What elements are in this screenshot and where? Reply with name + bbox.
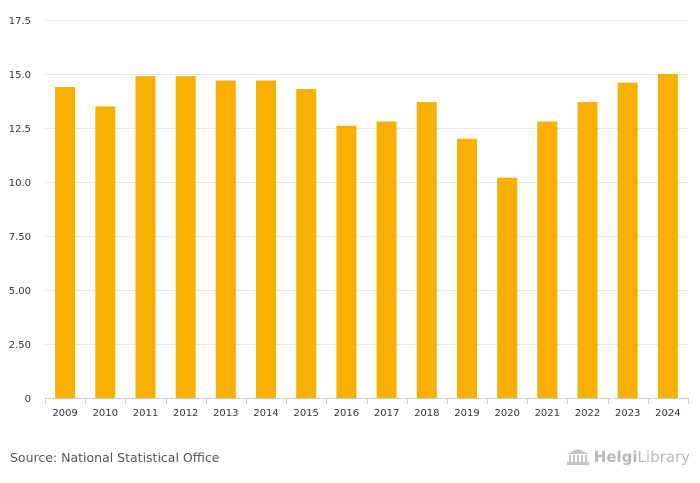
x-tick-label: 2011 (133, 408, 158, 419)
bar (617, 82, 638, 398)
source-note: Source: National Statistical Office (10, 450, 220, 465)
bar-chart: 0 2.50 5.00 7.50 10.0 12.5 15.0 17.5 2009 2010 201… (9, 16, 689, 419)
logo-text-bold: Helgi (593, 448, 638, 466)
x-tick-label: 2016 (334, 408, 359, 419)
x-tick-label: 2018 (414, 408, 439, 419)
y-tick-label: 12.5 (9, 124, 31, 135)
y-tick-label: 0 (25, 394, 31, 405)
x-tick-label: 2024 (655, 408, 680, 419)
bar (95, 106, 116, 399)
bar (175, 76, 196, 398)
library-building-icon (566, 449, 589, 465)
y-tick-label: 7.50 (9, 232, 31, 243)
x-tick-label: 2023 (615, 408, 640, 419)
bar (416, 102, 437, 398)
bar (296, 89, 317, 398)
y-tick-label: 2.50 (9, 340, 31, 351)
logo-text-regular: Library (637, 448, 690, 466)
bar (537, 121, 558, 398)
x-tick-label: 2012 (173, 408, 198, 419)
x-tick-label: 2013 (213, 408, 238, 419)
x-tick-label: 2010 (93, 408, 118, 419)
bar (336, 125, 357, 399)
y-tick-label: 5.00 (9, 286, 31, 297)
x-tick-label: 2021 (535, 408, 560, 419)
x-tick-label: 2014 (253, 408, 278, 419)
x-tick-label: 2020 (494, 408, 519, 419)
y-tick-label: 10.0 (9, 178, 31, 189)
chart-svg: 0 2.50 5.00 7.50 10.0 12.5 15.0 17.5 2009 2010 201… (9, 16, 689, 419)
x-tick-label: 2019 (454, 408, 479, 419)
bar (376, 121, 397, 398)
x-tick-label: 2022 (575, 408, 600, 419)
bar (497, 177, 518, 398)
bar (577, 102, 598, 398)
helgi-library-logo: HelgiLibrary (566, 448, 690, 466)
x-tick-label: 2017 (374, 408, 399, 419)
y-tick-label: 17.5 (9, 16, 31, 27)
bar (457, 138, 477, 399)
x-tick-label: 2009 (52, 408, 77, 419)
bar (215, 80, 236, 398)
bar (657, 74, 678, 398)
bar (256, 80, 276, 398)
y-tick-label: 15.0 (9, 70, 31, 81)
bar (135, 76, 156, 398)
bar (55, 87, 76, 398)
x-tick-label: 2015 (293, 408, 318, 419)
